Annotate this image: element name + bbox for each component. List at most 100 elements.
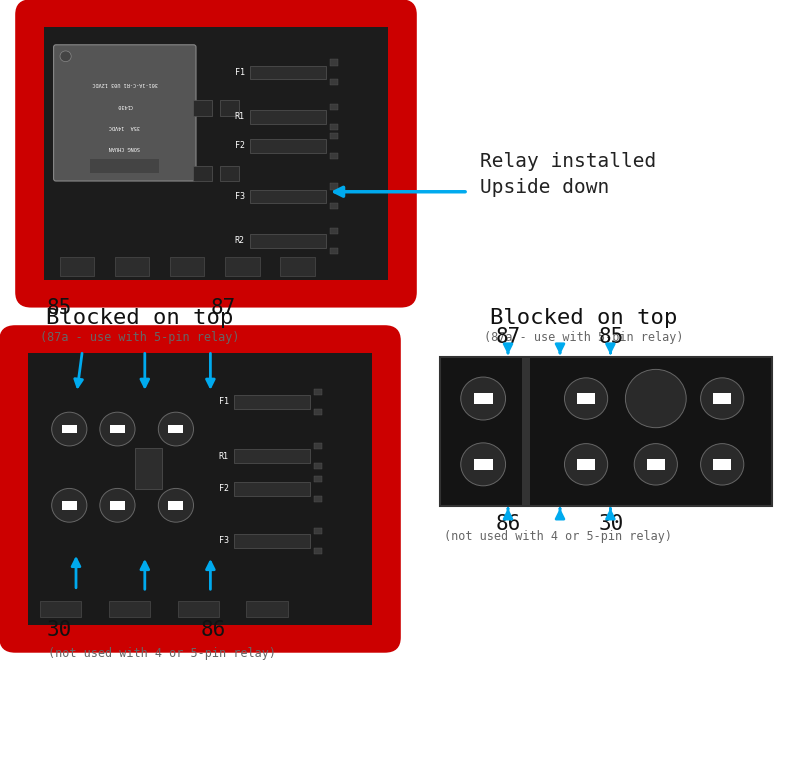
Text: R1: R1: [235, 112, 245, 121]
Bar: [330, 203, 338, 209]
Bar: [62, 425, 77, 433]
Circle shape: [701, 443, 744, 485]
Bar: [330, 123, 338, 130]
Text: F3: F3: [219, 536, 229, 545]
Circle shape: [565, 378, 608, 420]
Text: Upside down: Upside down: [480, 179, 610, 197]
Text: 87: 87: [210, 298, 236, 318]
Bar: [330, 228, 338, 234]
Text: C1430: C1430: [117, 103, 133, 107]
Text: F1: F1: [219, 397, 229, 407]
Bar: [115, 257, 150, 276]
Bar: [330, 183, 338, 189]
Bar: [280, 257, 314, 276]
Circle shape: [626, 370, 686, 428]
Circle shape: [158, 412, 194, 446]
Bar: [250, 234, 326, 248]
Bar: [330, 79, 338, 85]
Bar: [234, 534, 310, 548]
FancyBboxPatch shape: [15, 0, 417, 308]
Circle shape: [100, 412, 135, 446]
Bar: [314, 528, 322, 534]
Text: 85: 85: [598, 327, 624, 347]
Bar: [314, 476, 322, 482]
Bar: [134, 448, 162, 489]
Bar: [234, 395, 310, 409]
Bar: [713, 393, 731, 403]
Bar: [314, 443, 322, 449]
Bar: [193, 100, 212, 116]
Bar: [109, 601, 150, 617]
Bar: [44, 27, 388, 280]
Text: 86: 86: [201, 621, 226, 640]
Text: 30: 30: [46, 621, 72, 640]
Text: (not used with 4 or 5-pin relay): (not used with 4 or 5-pin relay): [444, 531, 672, 543]
Text: Blocked on top: Blocked on top: [490, 308, 678, 328]
Bar: [577, 393, 595, 403]
Text: F1: F1: [235, 68, 245, 77]
Text: 85: 85: [46, 298, 72, 318]
Bar: [577, 459, 595, 469]
Text: 87: 87: [496, 327, 522, 347]
Bar: [330, 133, 338, 139]
Circle shape: [461, 377, 506, 420]
Text: (87a - use with 5-pin relay): (87a - use with 5-pin relay): [40, 331, 240, 344]
Circle shape: [52, 412, 87, 446]
Bar: [250, 65, 326, 79]
Bar: [234, 482, 310, 496]
FancyBboxPatch shape: [54, 44, 196, 181]
Text: F2: F2: [235, 141, 245, 150]
Bar: [178, 601, 219, 617]
Text: 30: 30: [598, 514, 624, 534]
Text: R1: R1: [219, 452, 229, 461]
Bar: [314, 389, 322, 395]
Bar: [474, 393, 493, 404]
Bar: [62, 501, 77, 509]
Bar: [440, 357, 772, 506]
Circle shape: [100, 489, 135, 522]
Bar: [170, 257, 205, 276]
Text: 86: 86: [496, 514, 522, 534]
Circle shape: [60, 51, 71, 61]
Bar: [474, 459, 493, 469]
Bar: [169, 425, 183, 433]
Text: 301-1A-C-R1 U03 12VDC: 301-1A-C-R1 U03 12VDC: [92, 81, 158, 87]
Text: (87a - use with 5-pin relay): (87a - use with 5-pin relay): [484, 331, 684, 344]
Text: F3: F3: [235, 192, 245, 201]
Circle shape: [634, 443, 678, 485]
Bar: [246, 601, 288, 617]
Bar: [713, 459, 731, 469]
Bar: [314, 463, 322, 469]
Bar: [250, 189, 326, 203]
Text: Relay installed: Relay installed: [480, 152, 656, 170]
Bar: [169, 501, 183, 509]
Bar: [314, 496, 322, 502]
Text: (not used with 4 or 5-pin relay): (not used with 4 or 5-pin relay): [48, 647, 276, 660]
Text: SONG CHUAN: SONG CHUAN: [109, 145, 141, 150]
Bar: [225, 257, 259, 276]
Bar: [110, 501, 125, 509]
Bar: [28, 353, 372, 625]
Text: 35A  14VDC: 35A 14VDC: [109, 123, 141, 129]
Text: R2: R2: [235, 236, 245, 245]
Circle shape: [701, 378, 744, 420]
Text: F2: F2: [219, 485, 229, 493]
Bar: [330, 59, 338, 65]
Bar: [220, 100, 239, 116]
Bar: [314, 409, 322, 415]
Bar: [40, 601, 82, 617]
Bar: [90, 159, 159, 173]
Bar: [60, 257, 94, 276]
Circle shape: [52, 489, 87, 522]
Bar: [314, 548, 322, 554]
Bar: [250, 139, 326, 153]
Bar: [250, 110, 326, 123]
Circle shape: [565, 443, 608, 485]
FancyBboxPatch shape: [0, 325, 401, 653]
Bar: [522, 357, 530, 506]
Bar: [110, 425, 125, 433]
Text: Blocked on top: Blocked on top: [46, 308, 234, 328]
Circle shape: [461, 443, 506, 486]
Bar: [330, 248, 338, 254]
Circle shape: [158, 489, 194, 522]
